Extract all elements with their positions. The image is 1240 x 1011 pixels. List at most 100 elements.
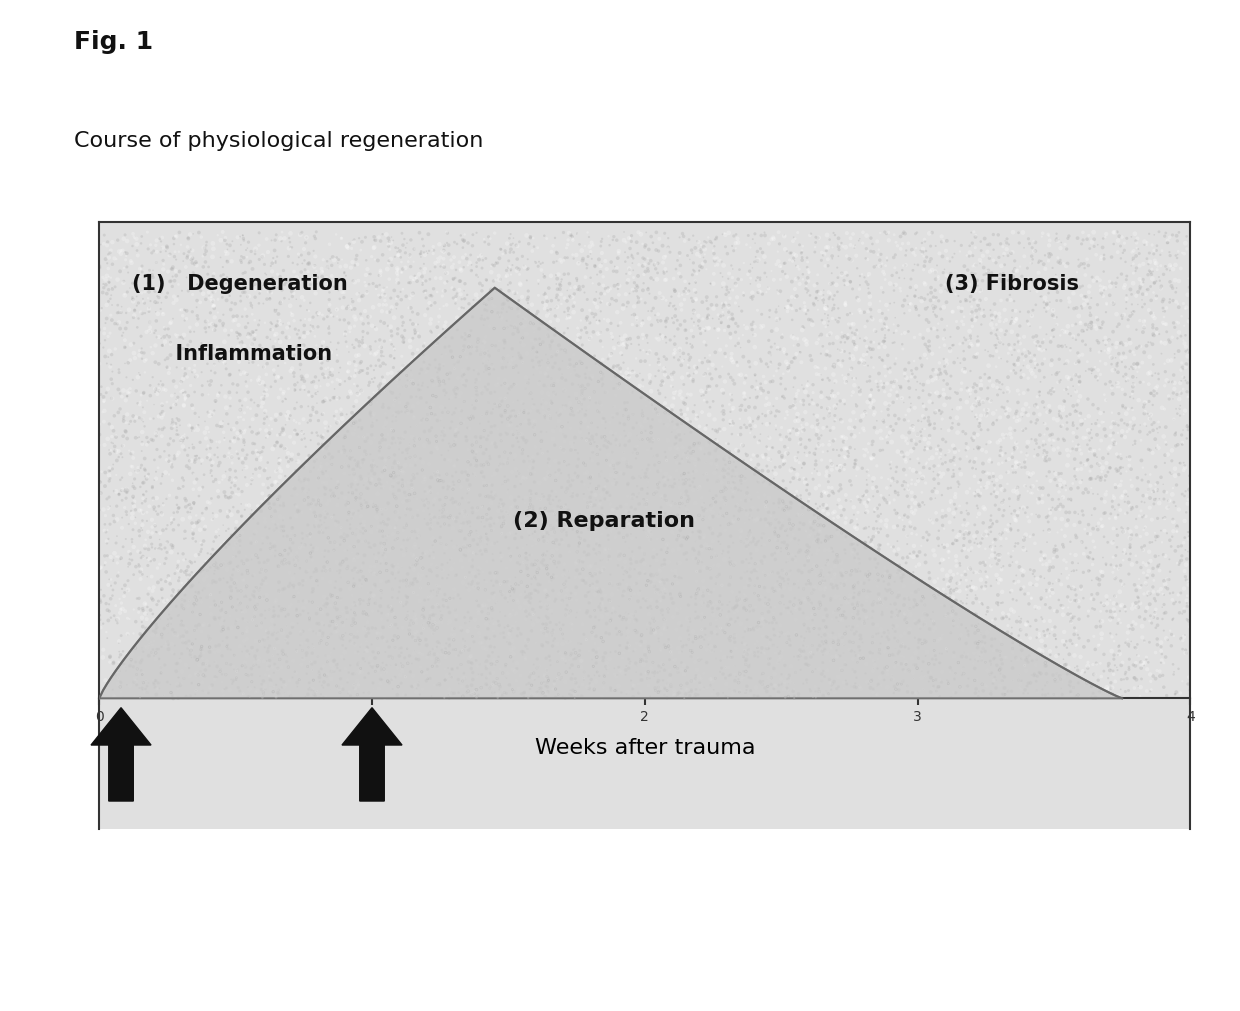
Point — [291, 625, 311, 641]
Point — [544, 501, 564, 518]
Point — [1004, 510, 1024, 526]
Point — [303, 662, 322, 678]
Point — [236, 365, 255, 381]
Point — [487, 573, 507, 589]
Point — [784, 517, 804, 533]
Point — [606, 426, 626, 442]
Point — [180, 567, 200, 583]
Point — [567, 579, 587, 595]
Point — [424, 243, 444, 259]
Point — [304, 243, 324, 259]
Point — [608, 304, 627, 320]
Point — [1122, 556, 1142, 572]
Point — [247, 534, 267, 550]
Point — [153, 377, 172, 393]
Point — [407, 465, 427, 481]
Point — [626, 657, 646, 673]
Point — [233, 279, 253, 295]
Point — [210, 528, 229, 544]
Point — [836, 240, 856, 256]
Point — [1027, 622, 1047, 638]
Point — [506, 614, 526, 630]
Point — [1037, 327, 1056, 343]
Point — [365, 228, 384, 245]
Point — [1027, 338, 1047, 354]
Point — [707, 569, 727, 585]
Point — [777, 625, 797, 641]
Point — [237, 631, 257, 647]
Point — [319, 326, 339, 342]
Point — [560, 227, 580, 244]
Point — [461, 660, 481, 676]
Point — [649, 382, 668, 398]
Point — [393, 378, 413, 394]
Point — [503, 653, 523, 669]
Point — [139, 498, 159, 515]
Point — [725, 613, 745, 629]
Point — [228, 331, 248, 347]
Point — [231, 429, 250, 445]
Point — [987, 379, 1007, 395]
Point — [219, 609, 239, 625]
Point — [636, 328, 656, 344]
Point — [812, 290, 832, 306]
Point — [837, 619, 857, 635]
Point — [176, 498, 196, 515]
Point — [928, 581, 947, 598]
Point — [884, 316, 904, 333]
Point — [707, 619, 727, 635]
Point — [560, 603, 580, 619]
Point — [610, 337, 630, 353]
Point — [574, 664, 594, 680]
Point — [477, 454, 497, 470]
Point — [847, 398, 867, 415]
Point — [523, 607, 543, 623]
Point — [608, 260, 627, 276]
Point — [520, 524, 539, 540]
Point — [668, 606, 688, 622]
Point — [403, 667, 423, 683]
Point — [1130, 359, 1149, 375]
Point — [972, 652, 992, 668]
Point — [511, 563, 531, 579]
Point — [386, 520, 405, 536]
Point — [1048, 525, 1068, 541]
Point — [98, 293, 118, 309]
Point — [823, 366, 843, 382]
Point — [402, 477, 422, 493]
Point — [1017, 447, 1037, 463]
Point — [405, 350, 425, 366]
Point — [955, 351, 975, 367]
Point — [980, 666, 999, 682]
Point — [1021, 674, 1040, 691]
Point — [372, 585, 392, 602]
Point — [621, 336, 641, 352]
Point — [232, 658, 252, 674]
Point — [629, 495, 649, 512]
Point — [492, 525, 512, 541]
Point — [594, 668, 614, 684]
Point — [950, 524, 970, 540]
Point — [475, 311, 495, 328]
Point — [1125, 433, 1145, 449]
Point — [1097, 464, 1117, 480]
Point — [573, 385, 593, 401]
Point — [293, 289, 312, 305]
Point — [580, 531, 600, 547]
Point — [560, 420, 580, 436]
Point — [1063, 378, 1083, 394]
Point — [379, 648, 399, 664]
Point — [738, 623, 758, 639]
Point — [263, 683, 283, 700]
Point — [365, 347, 384, 363]
Point — [966, 651, 986, 667]
Point — [640, 558, 660, 574]
Point — [619, 540, 639, 556]
Point — [1146, 365, 1166, 381]
Point — [1091, 433, 1111, 449]
Point — [712, 465, 732, 481]
Point — [1131, 559, 1151, 575]
Point — [946, 529, 966, 545]
Point — [264, 608, 284, 624]
Point — [224, 278, 244, 294]
